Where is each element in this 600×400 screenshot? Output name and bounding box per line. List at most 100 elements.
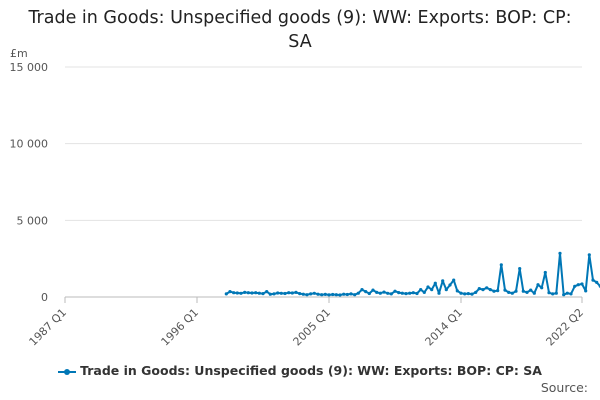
data-point — [224, 292, 228, 296]
data-point — [378, 291, 382, 295]
data-point — [529, 288, 533, 292]
data-point — [364, 290, 368, 294]
data-point — [587, 253, 591, 257]
data-point — [408, 291, 412, 295]
data-point — [514, 289, 518, 293]
data-point — [455, 289, 459, 293]
data-point — [250, 291, 254, 295]
data-point — [382, 290, 386, 294]
data-point — [499, 263, 503, 267]
data-point — [474, 290, 478, 294]
data-point — [257, 291, 261, 295]
x-tick-label: 2014 Q1 — [423, 306, 466, 349]
data-point — [492, 289, 496, 293]
data-point — [371, 288, 375, 292]
data-point — [419, 288, 423, 292]
data-point — [261, 292, 265, 296]
data-point — [393, 289, 397, 293]
data-point — [463, 292, 467, 296]
data-point — [441, 279, 445, 283]
data-point — [235, 291, 239, 295]
data-point — [283, 291, 287, 296]
data-point — [287, 291, 291, 295]
data-point — [536, 283, 540, 287]
data-point — [400, 291, 404, 295]
data-point — [430, 288, 434, 292]
data-series — [225, 252, 600, 296]
data-point — [558, 251, 562, 255]
y-tick-label: 10 000 — [10, 138, 49, 151]
data-point — [356, 291, 360, 295]
data-point — [521, 289, 525, 293]
data-point — [232, 291, 236, 295]
data-point — [562, 293, 566, 297]
data-point — [584, 289, 588, 293]
data-point — [246, 291, 250, 295]
data-point — [470, 292, 474, 296]
data-point — [290, 291, 294, 295]
data-point — [312, 291, 316, 295]
data-point — [323, 292, 327, 296]
data-point — [268, 292, 272, 296]
data-point — [239, 291, 243, 295]
data-point — [591, 278, 595, 282]
data-point — [569, 292, 573, 296]
data-point — [389, 292, 393, 296]
data-point — [576, 283, 580, 287]
data-point — [437, 291, 441, 295]
data-point — [320, 293, 324, 297]
data-point — [540, 286, 544, 290]
data-point — [265, 290, 269, 294]
data-point — [327, 293, 331, 297]
data-point — [411, 291, 415, 295]
data-point — [404, 292, 408, 296]
data-point — [375, 290, 379, 294]
data-point — [547, 291, 551, 295]
data-point — [503, 288, 507, 292]
data-point — [345, 292, 349, 297]
data-point — [338, 293, 342, 297]
data-point — [565, 291, 569, 295]
data-point — [444, 288, 448, 292]
data-point — [448, 283, 452, 287]
data-point — [485, 286, 489, 290]
data-point — [353, 293, 357, 297]
legend-marker-icon — [58, 367, 77, 377]
data-point — [551, 292, 555, 296]
data-point — [580, 282, 584, 286]
legend[interactable]: Trade in Goods: Unspecified goods (9): W… — [0, 363, 600, 378]
data-point — [426, 285, 430, 289]
data-point — [543, 270, 547, 275]
data-point — [276, 291, 280, 295]
data-points — [224, 251, 600, 297]
data-point — [554, 291, 558, 295]
data-point — [459, 291, 463, 295]
data-point — [415, 291, 419, 296]
data-point — [349, 292, 353, 296]
data-point — [294, 290, 298, 294]
data-point — [243, 290, 247, 294]
data-point — [342, 292, 346, 296]
data-point — [305, 293, 309, 297]
data-point — [525, 290, 529, 294]
data-point — [518, 267, 522, 271]
data-point — [367, 291, 371, 296]
data-point — [386, 291, 390, 295]
data-point — [360, 288, 364, 292]
legend-label: Trade in Goods: Unspecified goods (9): W… — [80, 363, 542, 378]
data-point — [331, 292, 335, 297]
data-point — [573, 284, 577, 288]
y-tick-label: 5 000 — [17, 214, 49, 227]
data-point — [397, 291, 401, 295]
grid-lines — [65, 66, 582, 298]
data-point — [272, 292, 276, 296]
data-point — [496, 289, 500, 293]
data-point — [422, 290, 426, 294]
chart-title: Trade in Goods: Unspecified goods (9): W… — [28, 8, 572, 52]
data-point — [510, 291, 514, 295]
y-tick-label: 0 — [41, 291, 48, 304]
y-tick-labels: £m 0 5 000 10 000 15 000 — [10, 47, 49, 304]
x-tick-label: 2005 Q1 — [291, 306, 334, 349]
data-point — [452, 278, 456, 282]
